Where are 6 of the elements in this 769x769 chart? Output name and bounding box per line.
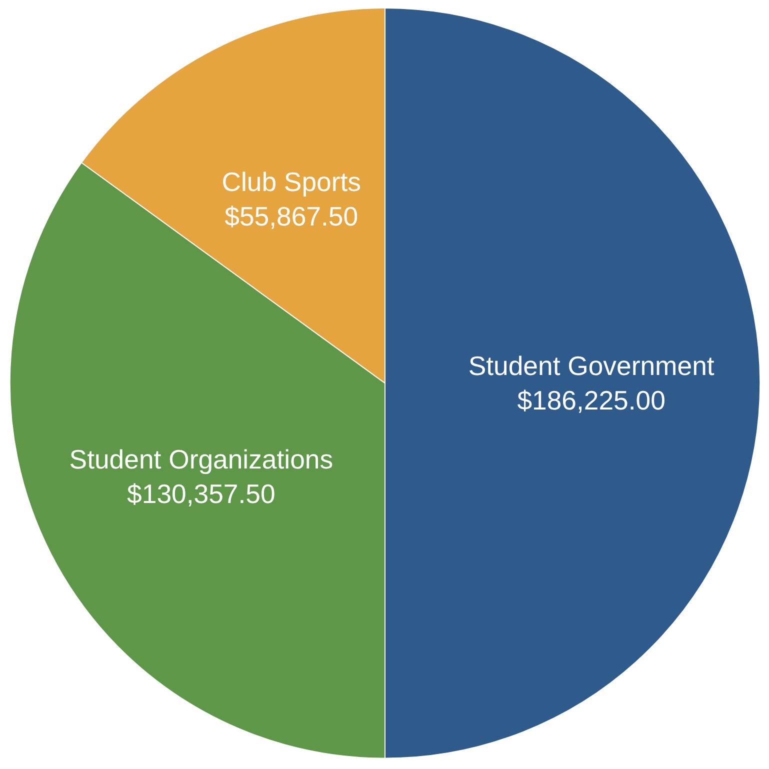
slice-label: Student Government — [468, 350, 715, 381]
slice-label: Club Sports — [222, 167, 361, 198]
data-label: $186,225.00 — [517, 385, 666, 416]
data-label: $130,357.50 — [127, 479, 276, 510]
slice-label: Student Organizations — [69, 444, 334, 475]
data-label: $55,867.50 — [224, 202, 358, 232]
